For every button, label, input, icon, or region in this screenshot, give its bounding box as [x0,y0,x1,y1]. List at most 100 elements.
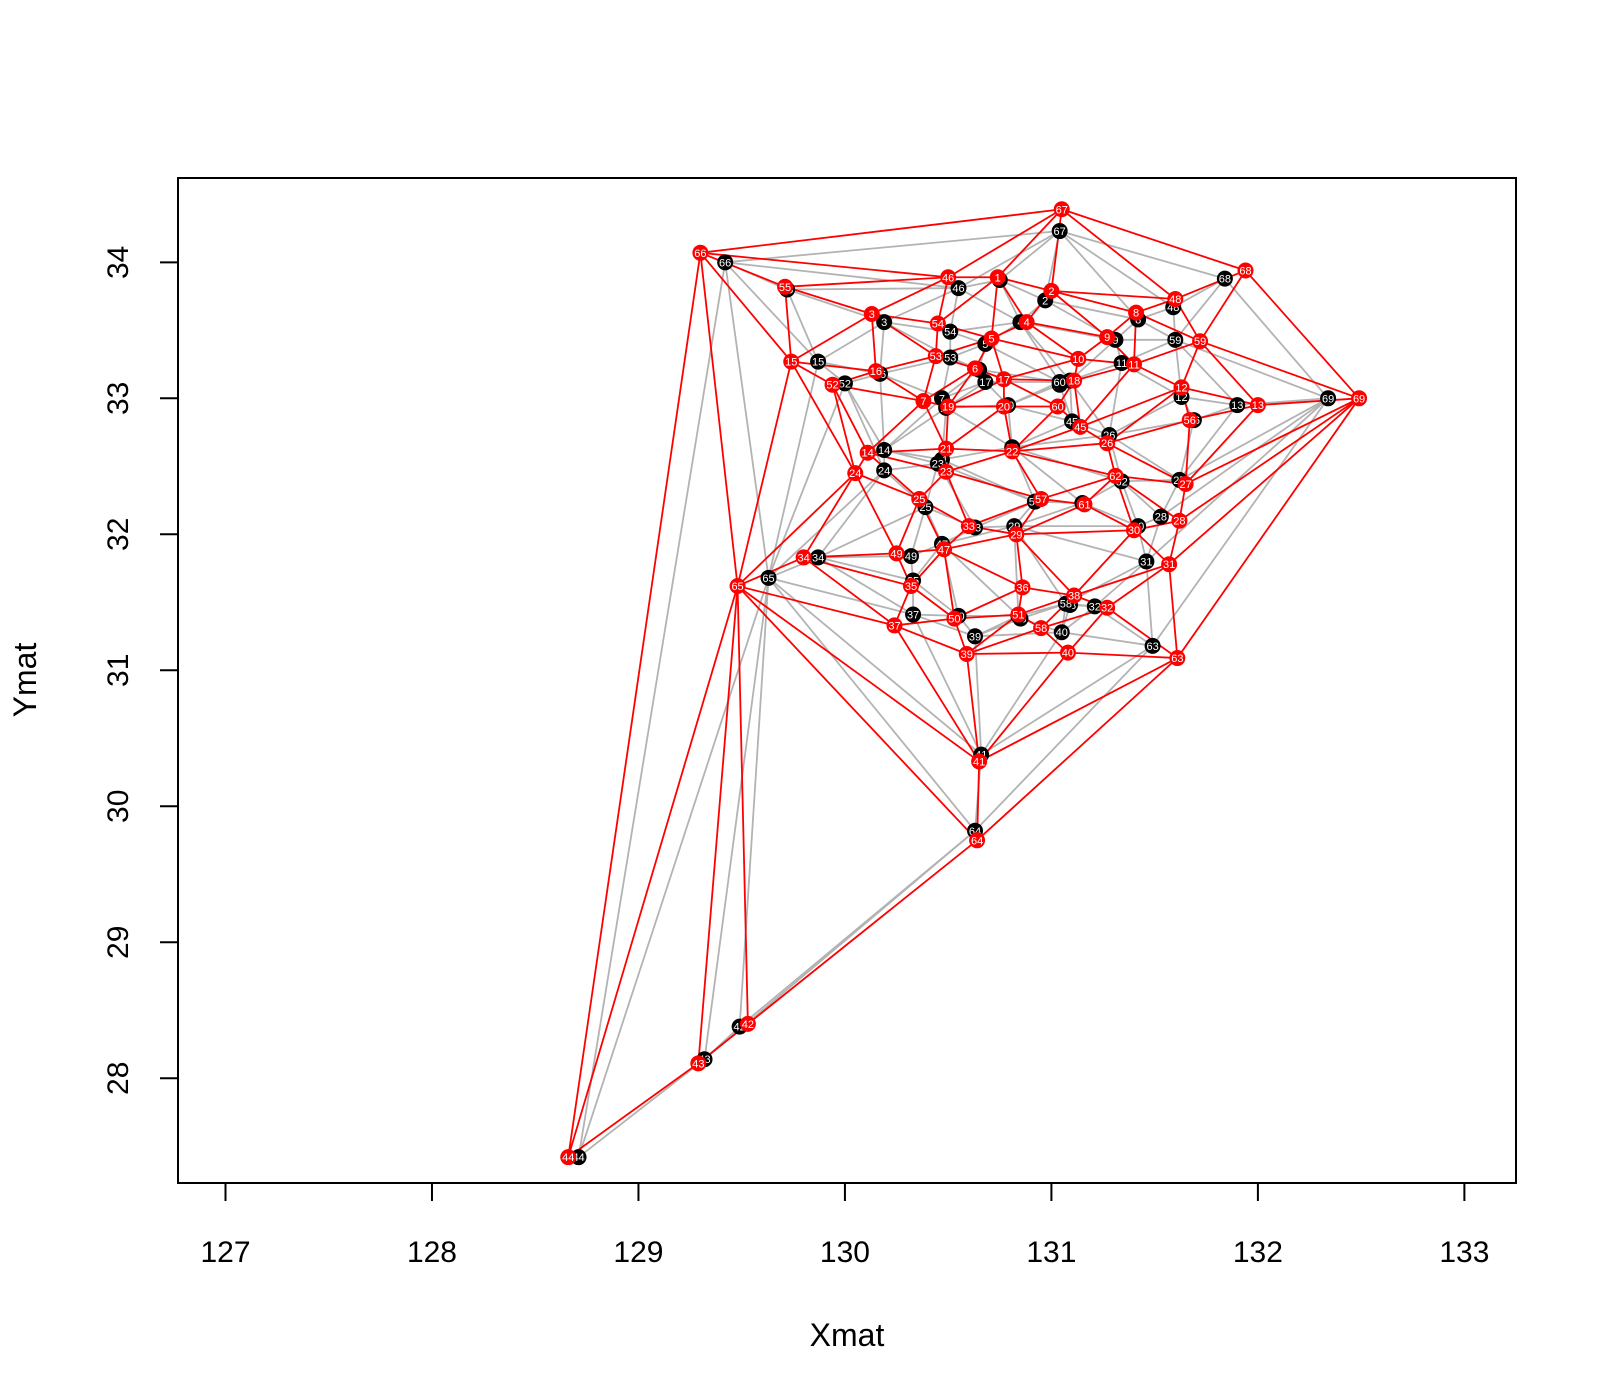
y-tick-label: 33 [102,382,135,415]
x-tick-label: 131 [1026,1236,1076,1269]
red-point-label: 2 [1048,286,1054,298]
red-point-label: 1 [995,272,1001,284]
red-point-label: 18 [1068,376,1080,388]
red-point-label: 24 [849,468,861,480]
red-point-label: 25 [913,494,925,506]
red-point-label: 60 [1051,401,1063,413]
red-point-label: 34 [798,552,810,564]
x-tick-label: 132 [1233,1236,1283,1269]
red-point-label: 68 [1239,265,1251,277]
red-point-label: 39 [961,649,973,661]
red-point-label: 50 [948,614,960,626]
red-point-label: 45 [1074,422,1086,434]
red-point-label: 59 [1194,336,1206,348]
red-point-label: 36 [1016,582,1028,594]
red-point-label: 15 [785,357,797,369]
black-point-label: 17 [979,377,991,389]
red-point-label: 4 [1024,317,1030,329]
black-point-label: 24 [878,465,890,477]
red-point-label: 62 [1109,471,1121,483]
red-point-label: 47 [938,544,950,556]
x-axis-title: Xmat [810,1317,885,1353]
red-point-label: 48 [1169,294,1181,306]
red-point-label: 44 [562,1152,574,1164]
x-tick-label: 130 [820,1236,870,1269]
black-point-label: 69 [1322,393,1334,405]
red-point-label: 55 [779,282,791,294]
black-point-label: 53 [944,353,956,365]
black-point-label: 32 [1089,601,1101,613]
black-point-label: 31 [1140,557,1152,569]
red-point-label: 67 [1056,204,1068,216]
red-point-label: 14 [862,448,874,460]
black-point-label: 67 [1054,226,1066,238]
red-point-label: 6 [972,363,978,375]
red-point-label: 65 [731,581,743,593]
black-point-label: 11 [1116,358,1127,370]
red-point-label: 26 [1101,438,1113,450]
red-point-label: 69 [1353,393,1365,405]
y-tick-label: 30 [102,790,135,823]
red-point-label: 33 [963,521,975,533]
red-point-label: 21 [940,444,952,456]
red-point-label: 16 [870,366,882,378]
red-point-label: 42 [742,1019,754,1031]
red-point-label: 40 [1062,648,1074,660]
red-point-label: 53 [930,351,942,363]
red-point-label: 8 [1133,308,1139,320]
red-point-label: 56 [1184,415,1196,427]
black-point-label: 54 [944,327,956,339]
red-point-label: 20 [998,401,1010,413]
black-point-label: 14 [878,445,890,457]
red-point-label: 22 [1006,446,1018,458]
x-tick-label: 128 [407,1236,457,1269]
black-point-label: 15 [812,357,824,369]
black-point-label: 3 [881,317,887,329]
black-point-label: 40 [1056,627,1068,639]
red-point-label: 57 [1035,494,1047,506]
red-point-label: 49 [890,548,902,560]
black-point-label: 13 [1231,400,1243,412]
y-tick-label: 28 [102,1062,135,1095]
red-point-label: 12 [1175,382,1187,394]
red-point-label: 58 [1035,623,1047,635]
red-point-label: 63 [1171,653,1183,665]
y-tick-label: 31 [102,654,135,687]
red-point-label: 23 [940,467,952,479]
red-point-label: 10 [1072,354,1084,366]
red-point-label: 51 [1012,610,1024,622]
red-point-label: 32 [1101,603,1113,615]
x-tick-label: 133 [1439,1236,1489,1269]
black-point-label: 60 [1054,377,1066,389]
red-point-label: 35 [905,581,917,593]
red-point-label: 7 [920,396,926,408]
red-point-label: 9 [1104,332,1110,344]
red-point-label: 19 [942,401,954,413]
red-point-label: 3 [869,309,875,321]
red-point-label: 52 [826,380,838,392]
red-point-label: 37 [888,620,900,632]
red-point-label: 46 [942,272,954,284]
red-point-label: 29 [1010,529,1022,541]
black-point-label: 65 [762,573,774,585]
red-point-label: 28 [1173,516,1185,528]
red-point-label: 11 [1128,359,1139,371]
red-point-label: 66 [694,248,706,260]
black-point-label: 39 [969,631,981,643]
red-point-label: 38 [1068,591,1080,603]
black-point-label: 37 [907,610,919,622]
red-point-label: 27 [1180,479,1192,491]
black-point-label: 34 [812,552,824,564]
black-point-label: 28 [1155,512,1167,524]
red-point-label: 54 [932,319,944,331]
black-point-label: 52 [839,378,851,390]
y-tick-label: 29 [102,926,135,959]
black-point-label: 66 [719,257,731,269]
red-point-label: 43 [692,1058,704,1070]
black-point-label: 68 [1219,274,1231,286]
x-tick-label: 127 [200,1236,250,1269]
y-tick-label: 34 [102,246,135,279]
y-tick-label: 32 [102,518,135,551]
